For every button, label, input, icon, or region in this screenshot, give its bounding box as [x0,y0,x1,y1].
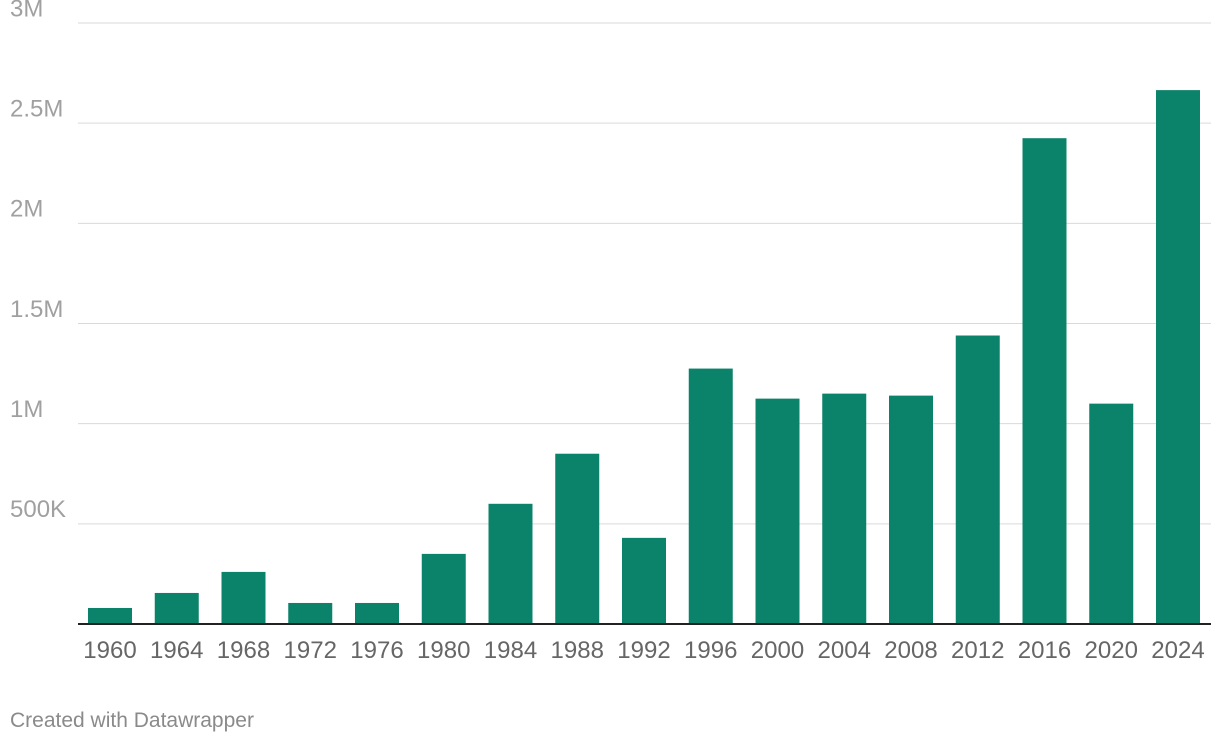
bar-1988 [555,453,600,624]
bar-1976 [355,602,399,624]
x-tick-label: 2012 [951,637,1004,664]
bar-1960 [88,607,132,624]
bar-1996 [688,368,733,624]
y-tick-label: 2.5M [10,96,63,123]
x-tick-label: 1992 [617,637,670,664]
bar-1964 [154,592,199,624]
bar-2016 [1022,138,1067,625]
bar-2008 [889,395,933,624]
bar-1968 [221,571,266,624]
gridlines [78,22,1211,525]
y-tick-label: 1.5M [10,296,63,323]
x-tick-label: 1996 [684,637,737,664]
bar-2020 [1089,403,1134,624]
x-axis-tick-labels: 1960 1964 1968 1972 1976 1980 1984 1988 1992 1996… [83,637,1204,664]
y-axis-tick-labels: 3M 2.5M 2M 1.5M 1M 500K [10,0,66,523]
x-tick-label: 2000 [751,637,804,664]
x-tick-label: 2024 [1151,637,1204,664]
x-tick-label: 1984 [484,637,537,664]
y-tick-label: 1M [10,396,43,423]
x-tick-label: 2008 [884,637,937,664]
x-tick-label: 1972 [284,637,337,664]
x-tick-label: 2016 [1018,637,1071,664]
bar-2012 [955,335,1000,624]
bar-1980 [421,553,466,624]
footer-credit: Created with Datawrapper [10,709,254,732]
y-tick-label: 3M [10,0,43,22]
x-tick-label: 2020 [1085,637,1138,664]
bar-1984 [488,503,533,624]
x-tick-label: 1976 [350,637,403,664]
bar-1992 [622,537,666,624]
x-tick-label: 1968 [217,637,270,664]
x-tick-label: 1980 [417,637,470,664]
y-tick-label: 2M [10,196,43,223]
x-tick-label: 1964 [150,637,203,664]
x-tick-label: 2004 [818,637,871,664]
x-tick-label: 1988 [551,637,604,664]
bar-2024 [1156,90,1200,624]
y-tick-label: 500K [10,496,66,523]
bar-2004 [822,393,867,624]
bars [88,90,1200,625]
x-tick-label: 1960 [83,637,136,664]
bar-1972 [288,602,333,624]
bar-2000 [755,398,800,624]
